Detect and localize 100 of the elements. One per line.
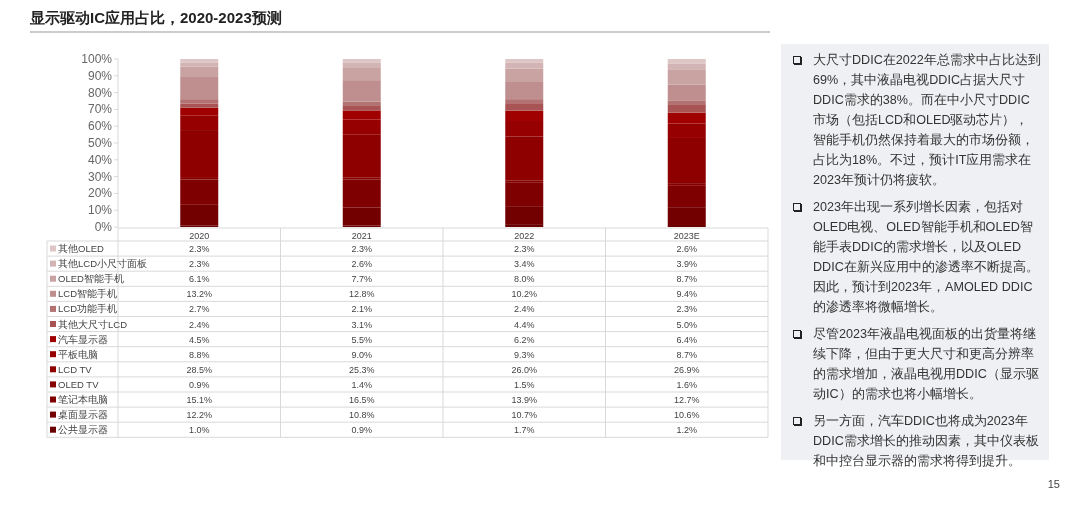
bar	[505, 99, 544, 104]
data-label: 10.7%	[511, 410, 538, 421]
data-label: 16.5%	[348, 395, 375, 405]
legend-label: 其他OLED	[58, 243, 105, 254]
data-label: 5.0%	[676, 319, 698, 330]
data-label: 2.3%	[676, 304, 698, 315]
data-label: 8.7%	[676, 349, 698, 360]
bar	[667, 69, 706, 85]
y-tick-label: 80%	[87, 85, 113, 100]
data-label: 3.4%	[513, 259, 535, 270]
bar	[180, 66, 219, 77]
text: 2023年出现一系列增长因素，包括对OLED电视、OLED智能手机和OLED智能手表DDIC的需求增长，以及OLED DDIC在新兴应用中的渗透率不断提高。因此，预计到2023年，AMOLED DDIC的渗透率将微幅增长。	[812, 199, 1040, 316]
data-label: 28.5%	[186, 364, 213, 375]
data-label: 2.3%	[188, 259, 210, 270]
data-label: 2.7%	[188, 304, 210, 315]
data-label: 13.9%	[511, 395, 538, 405]
data-label: 2.3%	[188, 244, 210, 254]
bar	[505, 103, 544, 111]
data-label: 1.7%	[513, 425, 535, 436]
legend-label: LCD TV	[58, 363, 93, 375]
legend-label: 汽车显示器	[58, 333, 108, 345]
data-label: 8.0%	[513, 274, 535, 285]
data-label: 2.1%	[351, 304, 373, 315]
y-tick-label: 90%	[87, 68, 113, 83]
data-label: 2.6%	[676, 244, 698, 254]
data-label: 4.5%	[188, 334, 210, 345]
data-label: 2.3%	[351, 244, 373, 254]
legend-label: OLED TV	[58, 378, 100, 390]
data-label: 10.6%	[673, 410, 700, 421]
data-label: 7.7%	[351, 274, 373, 285]
data-label: 0.9%	[351, 425, 373, 436]
data-label: 9.0%	[351, 349, 373, 360]
y-tick-label: 0%	[94, 220, 113, 234]
text: 大尺寸DDIC在2022年总需求中占比达到69%，其中液晶电视DDIC占据大尺寸DDIC需求的38%。而在中小尺寸DDIC市场（包括LCD和OLED驱动芯片），智能手机仍然保持着最大的市场份额，占比为18%。不过，预计IT应用需求在2023年预计仍将疲软。	[812, 52, 1041, 189]
legend-label: 平板电脑	[58, 348, 98, 360]
data-label: 15.1%	[186, 395, 213, 405]
legend-label: 桌面显示器	[58, 409, 108, 421]
bar	[667, 63, 706, 70]
legend-label: LCD智能手机	[58, 288, 118, 300]
data-label: 6.4%	[676, 334, 698, 345]
data-label: 6.1%	[188, 274, 210, 285]
y-tick-label: 60%	[87, 119, 113, 134]
data-label: 5.5%	[351, 334, 373, 345]
bar	[180, 62, 219, 67]
data-label: 4.4%	[513, 319, 535, 330]
x-tick-label: 2021	[351, 231, 372, 241]
data-label: 8.8%	[188, 349, 210, 360]
bar	[342, 62, 381, 68]
bar	[667, 104, 706, 113]
bar	[342, 67, 381, 81]
y-tick-label: 20%	[87, 186, 113, 201]
bar	[342, 105, 381, 111]
bar	[180, 76, 219, 100]
data-label: 1.2%	[676, 425, 698, 436]
text: 另一方面，汽车DDIC也将成为2023年DDIC需求增长的推动因素，其中仪表板和中控台显示器的需求将得到提升。	[812, 413, 1040, 470]
x-tick-label: 2020	[189, 231, 210, 241]
chart-title: 显示驱动IC应用占比，2020-2023预测	[29, 9, 282, 26]
data-label: 6.2%	[513, 334, 535, 345]
data-label: 2.3%	[513, 244, 535, 254]
data-label: 0.9%	[188, 379, 210, 390]
bar	[180, 99, 219, 104]
data-label: 25.3%	[348, 364, 375, 375]
data-label: 9.4%	[676, 289, 698, 300]
x-tick-label: 2023E	[673, 231, 700, 241]
legend-label: 其他LCD小尺寸面板	[58, 258, 148, 270]
data-label: 3.9%	[676, 259, 698, 270]
text: 15	[1047, 478, 1060, 490]
bar	[505, 82, 544, 100]
y-tick-label: 50%	[87, 136, 113, 150]
data-label: 13.2%	[186, 289, 213, 300]
data-label: 12.7%	[673, 395, 700, 405]
bar	[667, 100, 706, 105]
bar	[667, 84, 706, 101]
bar	[342, 59, 381, 63]
y-tick-label: 40%	[87, 152, 113, 167]
data-label: 1.6%	[676, 379, 698, 390]
data-label: 26.9%	[673, 364, 700, 375]
legend-label: 笔记本电脑	[58, 394, 108, 405]
legend-label: 公共显示器	[58, 424, 108, 436]
bar	[342, 80, 381, 102]
bar	[505, 59, 544, 63]
data-label: 10.2%	[511, 289, 538, 300]
data-label: 2.4%	[513, 304, 535, 315]
legend-label: 其他大尺寸LCD	[58, 318, 128, 330]
data-label: 2.4%	[188, 319, 210, 330]
y-tick-label: 30%	[87, 169, 113, 184]
x-tick-label: 2022	[514, 231, 535, 241]
y-tick-label: 10%	[87, 203, 113, 218]
data-label: 3.1%	[351, 319, 373, 330]
data-label: 26.0%	[511, 364, 538, 375]
data-label: 10.8%	[348, 410, 375, 421]
data-label: 8.7%	[676, 274, 698, 285]
data-label: 12.2%	[186, 410, 213, 421]
bar	[505, 62, 544, 69]
data-label: 9.3%	[513, 349, 535, 360]
legend-label: OLED智能手机	[58, 273, 124, 285]
bar	[180, 59, 219, 63]
bar	[667, 59, 706, 64]
legend-label: LCD功能手机	[58, 303, 118, 315]
data-label: 1.4%	[351, 379, 373, 390]
